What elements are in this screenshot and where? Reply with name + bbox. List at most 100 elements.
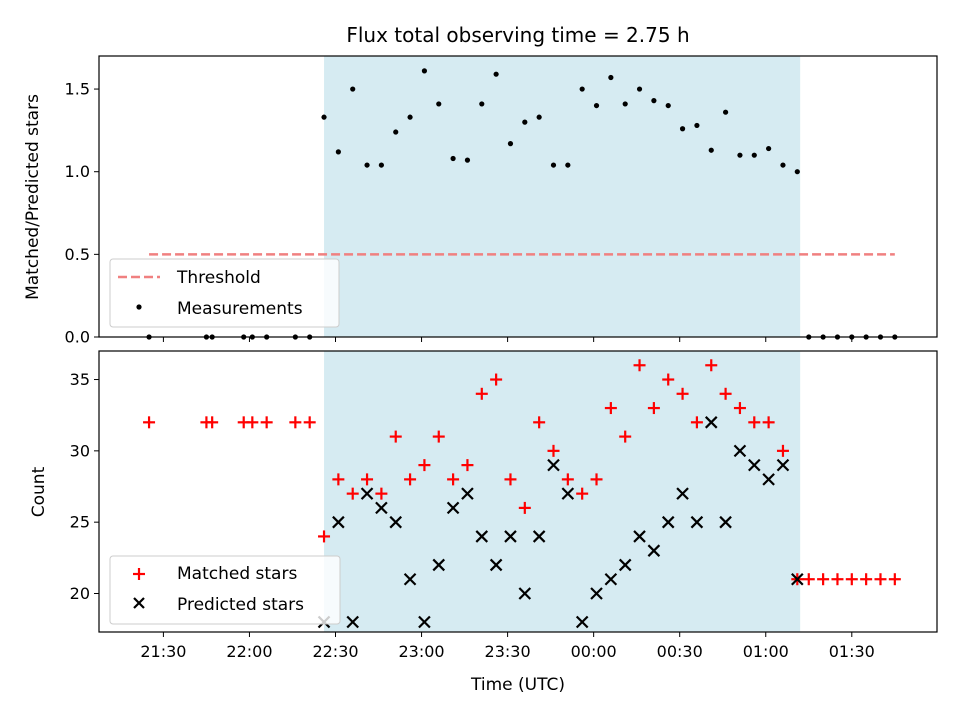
matched-star-point: [303, 416, 316, 429]
measurement-point: [407, 114, 413, 120]
matched-star-point: [461, 459, 474, 472]
x-tick-label: 23:00: [398, 642, 444, 661]
matched-star-point: [504, 473, 517, 486]
matched-star-point: [817, 573, 830, 586]
predicted-star-point: [661, 515, 675, 529]
cross-b: [776, 458, 790, 472]
measurement-point: [651, 98, 657, 104]
legend-measurement-swatch: [136, 304, 142, 310]
top-legend: Threshold Measurements: [109, 258, 340, 328]
observing-window-shade: [324, 56, 801, 337]
matched-star-point: [888, 573, 901, 586]
cross-b: [432, 558, 446, 572]
legend-predicted-swatch: [133, 597, 145, 609]
predicted-star-point: [547, 458, 560, 472]
matched-star-point: [874, 573, 887, 586]
cross-b: [475, 530, 489, 543]
legend-matched-label: Matched stars: [177, 564, 297, 584]
chart-title: Flux total observing time = 2.75 h: [346, 23, 689, 47]
y-tick-label: 30: [70, 441, 90, 460]
predicted-star-point: [332, 515, 345, 529]
cross-b: [719, 515, 732, 529]
predicted-star-point: [733, 444, 747, 458]
matched-star-point: [576, 487, 589, 500]
matched-star-point: [533, 416, 546, 429]
cross-b: [747, 458, 761, 472]
measurement-point: [565, 162, 571, 168]
measurement-point: [421, 68, 428, 74]
matched-star-point: [260, 416, 273, 429]
x-tick-label: 23:30: [485, 642, 531, 661]
cross-b: [690, 515, 704, 529]
legend-predicted-label: Predicted stars: [177, 595, 304, 615]
cross-b: [590, 587, 603, 600]
cross-b: [418, 615, 431, 629]
legend-matched-swatch: [133, 568, 145, 580]
matched-star-point: [346, 487, 359, 500]
cross-b: [346, 615, 359, 629]
measurement-point: [708, 147, 714, 153]
cross-b: [375, 501, 388, 515]
cross-b: [733, 444, 747, 458]
cross-b: [561, 487, 575, 500]
x-tick-label: 01:30: [829, 642, 875, 661]
x-tick-label: 21:30: [140, 642, 186, 661]
predicted-star-point: [389, 515, 403, 529]
matched-star-points: [143, 359, 901, 586]
measurement-point: [679, 126, 686, 132]
measurement-point: [436, 101, 442, 107]
predicted-star-point: [575, 615, 589, 629]
predicted-star-point: [762, 473, 775, 486]
measurement-point: [737, 152, 743, 158]
measurement-point: [364, 162, 370, 168]
legend-measurement-label: Measurements: [177, 299, 303, 319]
matched-star-point: [845, 573, 858, 586]
predicted-star-point: [647, 544, 661, 557]
observing-window-shade-bottom: [324, 351, 801, 632]
measurement-point: [579, 86, 585, 92]
matched-star-point: [647, 402, 660, 415]
measurement-point: [378, 162, 384, 168]
matched-star-point: [547, 444, 560, 457]
matched-star-point: [662, 373, 675, 386]
top-panel: 0.0 0.5 1.0 1.5 Flux total observing time =…: [23, 23, 938, 347]
measurement-point: [522, 119, 528, 125]
predicted-star-point: [418, 615, 431, 629]
cross-b: [633, 530, 646, 543]
x-tick-label: 01:00: [743, 642, 789, 661]
predicted-star-point: [633, 530, 646, 543]
measurement-point: [665, 102, 671, 109]
cross-b: [461, 487, 474, 500]
y-tick-label: 1.0: [65, 162, 90, 181]
matched-star-point: [143, 416, 156, 429]
measurement-point: [350, 86, 356, 92]
predicted-star-point: [690, 515, 704, 529]
measurement-point: [536, 114, 542, 120]
matched-star-point: [332, 473, 345, 486]
predicted-star-point: [403, 572, 417, 586]
measurement-point: [766, 145, 772, 152]
cross-b: [575, 615, 589, 629]
matched-star-point: [389, 430, 402, 443]
matched-star-point: [705, 359, 718, 372]
matched-star-point: [318, 530, 331, 543]
cross-b: [504, 530, 517, 543]
top-plot-frame: [98, 55, 938, 338]
matched-star-point: [447, 473, 460, 486]
predicted-star-point: [375, 501, 388, 515]
matched-star-point: [676, 387, 689, 400]
top-legend-box: [109, 258, 340, 328]
cross-b: [762, 473, 775, 486]
predicted-star-point: [518, 587, 532, 600]
x-tick-label: 22:30: [312, 642, 358, 661]
cross-b: [547, 458, 560, 472]
matched-star-point: [619, 430, 632, 443]
matched-star-point: [561, 473, 574, 486]
predicted-star-point: [432, 558, 446, 572]
matched-star-point: [690, 416, 703, 429]
bottom-legend: Matched stars Predicted stars: [109, 555, 341, 625]
cross-b: [604, 572, 618, 586]
matched-star-point: [289, 416, 302, 429]
matched-star-point: [475, 387, 488, 400]
